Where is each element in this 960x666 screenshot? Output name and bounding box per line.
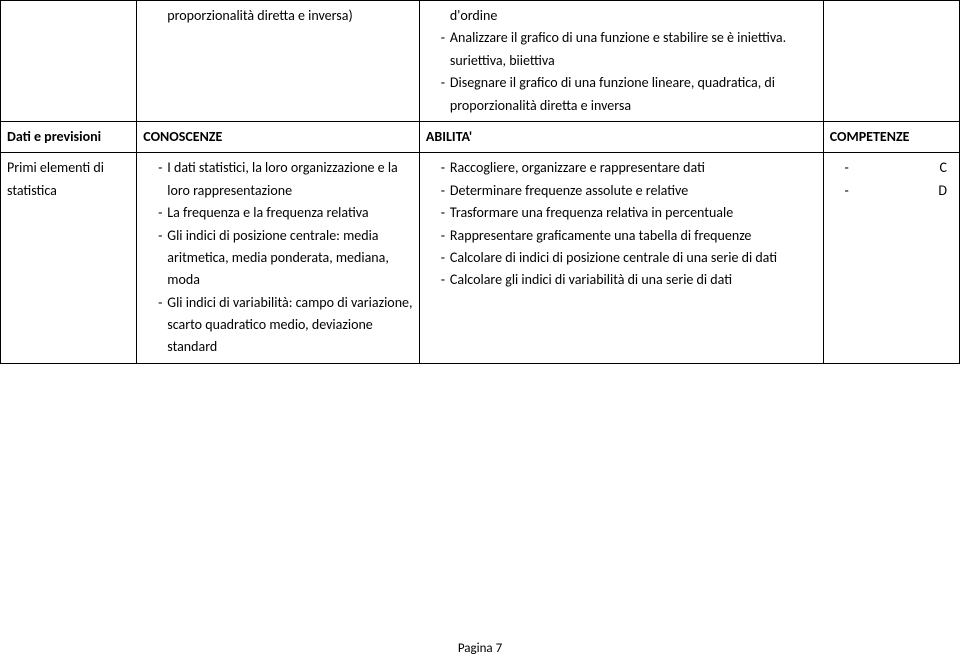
bullet-item: - Rappresentare graficamente una tabella…: [426, 225, 817, 247]
cell-r1c4: [823, 1, 959, 122]
table-row: Primi elementi di statistica - I dati st…: [1, 153, 960, 364]
dash-icon: -: [436, 157, 450, 179]
page-footer: Pagina 7: [0, 641, 960, 656]
dash-icon: -: [840, 180, 854, 202]
dash-icon: -: [153, 202, 167, 224]
bullet-item: - Disegnare il grafico di una funzione l…: [426, 72, 817, 117]
dash-icon: -: [436, 180, 450, 202]
cell-r2c1: Dati e previsioni: [1, 121, 137, 152]
bullet-item: - Analizzare il grafico di una funzione …: [426, 27, 817, 72]
bullet-text: Calcolare di indici di posizione central…: [450, 247, 817, 269]
cell-r2c2: CONOSCENZE: [137, 121, 420, 152]
bullet-text: Calcolare gli indici di variabilità di u…: [450, 269, 817, 291]
bullet-item: - La frequenza e la frequenza relativa: [143, 202, 413, 224]
dash-icon: -: [436, 247, 450, 269]
bullet-text: Gli indici di posizione centrale: media …: [167, 225, 413, 292]
bullet-text: Rappresentare graficamente una tabella d…: [450, 225, 817, 247]
table-row: Dati e previsioni CONOSCENZE ABILITA' CO…: [1, 121, 960, 152]
text-line: d'ordine: [426, 5, 817, 27]
bullet-text: Disegnare il grafico di una funzione lin…: [450, 72, 817, 117]
cell-r3c4: - C - D: [823, 153, 959, 364]
bullet-text: Gli indici di variabilità: campo di vari…: [167, 292, 413, 359]
cell-r3c2: - I dati statistici, la loro organizzazi…: [137, 153, 420, 364]
bullet-item: - Gli indici di variabilità: campo di va…: [143, 292, 413, 359]
bullet-text: Trasformare una frequenza relativa in pe…: [450, 202, 817, 224]
text-line: Primi elementi di: [7, 157, 130, 179]
dash-icon: -: [436, 225, 450, 247]
dash-icon: -: [153, 292, 167, 314]
bullet-text: Analizzare il grafico di una funzione e …: [450, 27, 817, 72]
text-line: proporzionalità diretta e inversa): [143, 5, 413, 27]
bullet-item: - Raccogliere, organizzare e rappresenta…: [426, 157, 817, 179]
bullet-text: Determinare frequenze assolute e relativ…: [450, 180, 817, 202]
table-row: proporzionalità diretta e inversa) d'ord…: [1, 1, 960, 122]
dash-icon: -: [153, 225, 167, 247]
cell-r2c4: COMPETENZE: [823, 121, 959, 152]
dash-icon: -: [436, 27, 450, 49]
bullet-item: - C: [830, 157, 953, 179]
dash-icon: -: [153, 157, 167, 179]
cell-r3c1: Primi elementi di statistica: [1, 153, 137, 364]
dash-icon: -: [436, 72, 450, 94]
bullet-item: - Calcolare di indici di posizione centr…: [426, 247, 817, 269]
cell-r1c3: d'ordine - Analizzare il grafico di una …: [419, 1, 823, 122]
bullet-item: - Gli indici di posizione centrale: medi…: [143, 225, 413, 292]
dash-icon: -: [436, 269, 450, 291]
bullet-item: - Determinare frequenze assolute e relat…: [426, 180, 817, 202]
bullet-item: - Calcolare gli indici di variabilità di…: [426, 269, 817, 291]
dash-icon: -: [840, 157, 854, 179]
bullet-text: I dati statistici, la loro organizzazion…: [167, 157, 413, 202]
text-line: statistica: [7, 180, 130, 202]
bullet-item: - Trasformare una frequenza relativa in …: [426, 202, 817, 224]
cell-r1c1: [1, 1, 137, 122]
cell-r3c3: - Raccogliere, organizzare e rappresenta…: [419, 153, 823, 364]
bullet-text: La frequenza e la frequenza relativa: [167, 202, 413, 224]
cell-r1c2: proporzionalità diretta e inversa): [137, 1, 420, 122]
bullet-text: C: [854, 157, 953, 179]
dash-icon: -: [436, 202, 450, 224]
bullet-text: D: [854, 180, 953, 202]
bullet-item: - D: [830, 180, 953, 202]
bullet-text: Raccogliere, organizzare e rappresentare…: [450, 157, 817, 179]
document-table: proporzionalità diretta e inversa) d'ord…: [0, 0, 960, 364]
cell-r2c3: ABILITA': [419, 121, 823, 152]
bullet-item: - I dati statistici, la loro organizzazi…: [143, 157, 413, 202]
